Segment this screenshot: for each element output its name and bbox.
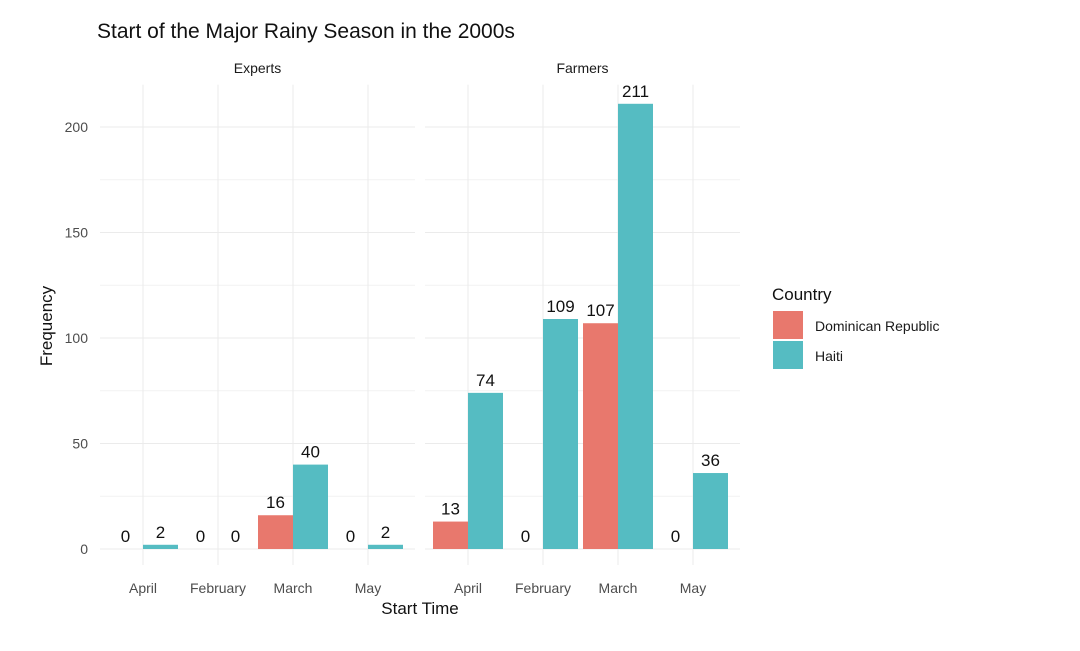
bar (693, 473, 728, 549)
x-axis-label: Start Time (381, 599, 458, 618)
legend: Country Dominican Republic Haiti (772, 285, 940, 369)
panel-farmers: April February March May Farmers 13 0 107 0 74 109… (425, 60, 740, 596)
chart-title: Start of the Major Rainy Season in the 2… (97, 20, 515, 43)
data-label: 2 (156, 523, 165, 542)
data-label: 16 (266, 493, 285, 512)
data-label: 0 (121, 527, 130, 546)
legend-swatch (773, 311, 803, 339)
bar (583, 323, 618, 549)
bar (433, 521, 468, 549)
y-tick-label: 100 (65, 330, 89, 346)
panel-strip-label: Experts (234, 60, 281, 76)
bar (468, 392, 503, 549)
data-label: 107 (586, 301, 614, 320)
data-label: 2 (381, 523, 390, 542)
data-label: 0 (671, 527, 680, 546)
legend-label: Haiti (815, 348, 843, 364)
data-label: 36 (701, 451, 720, 470)
x-tick-label: April (454, 580, 482, 596)
bar (258, 515, 293, 549)
y-tick-label: 0 (80, 541, 88, 557)
legend-swatch (773, 341, 803, 369)
x-tick-label: March (274, 580, 313, 596)
bar (293, 464, 328, 549)
data-label: 13 (441, 500, 460, 519)
legend-label: Dominican Republic (815, 318, 940, 334)
data-label: 40 (301, 443, 320, 462)
panel-strip-label: Farmers (556, 60, 608, 76)
data-label: 0 (196, 527, 205, 546)
y-tick-label: 200 (65, 119, 89, 135)
data-label: 0 (346, 527, 355, 546)
data-label: 109 (546, 297, 574, 316)
bar (143, 544, 178, 549)
data-label: 0 (521, 527, 530, 546)
x-tick-label: May (355, 580, 381, 596)
x-tick-label: February (515, 580, 571, 596)
legend-title: Country (772, 285, 832, 304)
data-label: 211 (622, 82, 649, 101)
x-tick-label: March (599, 580, 638, 596)
x-tick-label: May (680, 580, 706, 596)
x-tick-label: February (190, 580, 246, 596)
data-label: 74 (476, 371, 495, 390)
y-tick-label: 50 (72, 436, 88, 452)
x-tick-label: April (129, 580, 157, 596)
bar (618, 103, 653, 549)
y-axis-label: Frequency (37, 285, 56, 366)
bar (368, 544, 403, 549)
data-label: 0 (231, 527, 240, 546)
y-tick-label: 150 (65, 225, 89, 241)
bar (543, 319, 578, 549)
